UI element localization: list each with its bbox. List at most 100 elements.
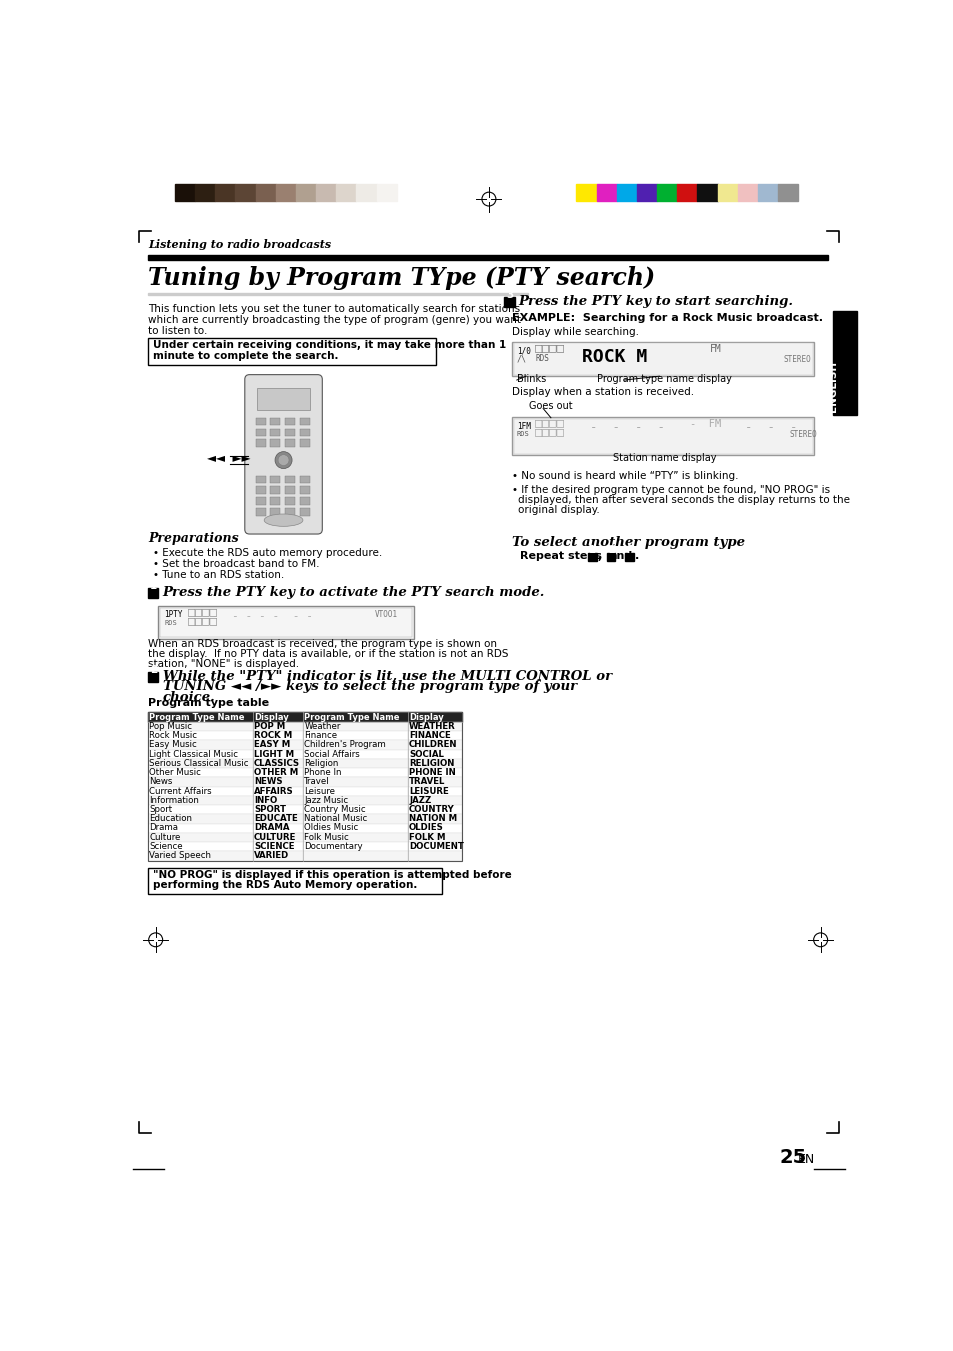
Text: "NO PROG" is displayed if this operation is attempted before: "NO PROG" is displayed if this operation…: [153, 870, 512, 881]
Bar: [158, 607, 414, 639]
Text: WEATHER: WEATHER: [409, 721, 456, 731]
Text: • Tune to an RDS station.: • Tune to an RDS station.: [153, 570, 284, 580]
Text: ROCK M: ROCK M: [253, 731, 292, 740]
Text: Tuning by Program TYpe (PTY search): Tuning by Program TYpe (PTY search): [148, 266, 655, 290]
Text: RELIGION: RELIGION: [409, 759, 454, 767]
Text: 1: 1: [150, 581, 157, 590]
Text: • Execute the RDS auto memory procedure.: • Execute the RDS auto memory procedure.: [153, 549, 382, 558]
Text: VARIED: VARIED: [253, 851, 289, 861]
Bar: [270, 428, 280, 436]
Bar: [512, 342, 814, 376]
Text: Program type name display: Program type name display: [597, 374, 732, 384]
Bar: [407, 777, 461, 786]
Bar: [253, 750, 303, 759]
Bar: [504, 297, 514, 307]
Text: Program type table: Program type table: [148, 697, 269, 708]
Bar: [285, 497, 294, 505]
Bar: [148, 832, 253, 842]
Bar: [299, 428, 310, 436]
Text: RDS: RDS: [164, 620, 176, 626]
Text: Religion: Religion: [304, 759, 338, 767]
Bar: [299, 508, 310, 516]
Text: Press the PTY key to start searching.: Press the PTY key to start searching.: [517, 295, 793, 308]
Text: Documentary: Documentary: [304, 842, 363, 851]
Text: -  -  -: - - -: [744, 422, 797, 434]
Bar: [148, 842, 253, 851]
Text: original display.: original display.: [517, 505, 599, 515]
Bar: [299, 486, 310, 494]
Text: Display when a station is received.: Display when a station is received.: [512, 386, 694, 397]
Bar: [576, 184, 596, 200]
Bar: [253, 786, 303, 796]
Text: 1: 1: [589, 546, 596, 555]
Text: SOCIAL: SOCIAL: [409, 750, 443, 758]
Bar: [255, 476, 266, 484]
Bar: [407, 740, 461, 750]
Text: COUNTRY: COUNTRY: [409, 805, 455, 815]
Text: Program Type Name: Program Type Name: [304, 712, 399, 721]
Bar: [778, 184, 798, 200]
Text: Easy Music: Easy Music: [150, 740, 197, 750]
Text: Sport: Sport: [150, 805, 172, 815]
Text: PHONE IN: PHONE IN: [409, 767, 456, 777]
Text: Children's Program: Children's Program: [304, 740, 386, 750]
Bar: [270, 486, 280, 494]
Text: ROCK M: ROCK M: [581, 349, 646, 366]
Text: .: .: [634, 551, 639, 562]
Text: EXAMPLE:  Searching for a Rock Music broadcast.: EXAMPLE: Searching for a Rock Music broa…: [512, 312, 822, 323]
Bar: [253, 759, 303, 769]
Bar: [253, 805, 303, 815]
Text: 3: 3: [626, 546, 633, 555]
Text: Serious Classical Music: Serious Classical Music: [150, 759, 249, 767]
Text: 1FM: 1FM: [517, 422, 530, 431]
Text: • Set the broadcast band to FM.: • Set the broadcast band to FM.: [153, 559, 319, 569]
Bar: [195, 184, 215, 200]
Text: ◄◄  ►►: ◄◄ ►►: [207, 453, 250, 466]
Bar: [303, 832, 407, 842]
Text: Station name display: Station name display: [612, 453, 716, 463]
Text: TRAVEL: TRAVEL: [409, 777, 445, 786]
Bar: [832, 311, 856, 415]
Text: • If the desired program type cannot be found, "NO PROG" is: • If the desired program type cannot be …: [512, 485, 829, 496]
Bar: [407, 851, 461, 861]
Text: STEREO: STEREO: [782, 355, 810, 365]
Bar: [148, 805, 253, 815]
Text: Under certain receiving conditions, it may take more than 1: Under certain receiving conditions, it m…: [153, 340, 506, 350]
Bar: [270, 497, 280, 505]
Text: Science: Science: [150, 842, 183, 851]
Text: 1PTY: 1PTY: [164, 611, 183, 619]
Bar: [303, 712, 407, 721]
Bar: [295, 184, 315, 200]
Bar: [303, 769, 407, 777]
Bar: [148, 815, 253, 824]
Text: NEWS: NEWS: [253, 777, 282, 786]
Text: Display while searching.: Display while searching.: [512, 327, 639, 336]
Text: POP M: POP M: [253, 721, 285, 731]
Bar: [407, 796, 461, 805]
Bar: [303, 740, 407, 750]
Bar: [356, 184, 376, 200]
Bar: [737, 184, 757, 200]
Text: □□□□: □□□□: [187, 615, 217, 627]
Bar: [255, 439, 266, 447]
Text: Information: Information: [150, 796, 199, 805]
Bar: [299, 497, 310, 505]
Bar: [697, 184, 717, 200]
Text: Country Music: Country Music: [304, 805, 366, 815]
Bar: [148, 293, 527, 295]
Bar: [315, 184, 335, 200]
Bar: [303, 786, 407, 796]
Bar: [303, 759, 407, 769]
Text: FM: FM: [709, 345, 720, 354]
Bar: [303, 851, 407, 861]
Text: EN: EN: [798, 1154, 815, 1166]
Text: DOCUMENT: DOCUMENT: [409, 842, 463, 851]
Bar: [255, 508, 266, 516]
Text: When an RDS broadcast is received, the program type is shown on: When an RDS broadcast is received, the p…: [148, 639, 497, 650]
Text: Finance: Finance: [304, 731, 337, 740]
Text: Culture: Culture: [150, 832, 181, 842]
Text: FOLK M: FOLK M: [409, 832, 445, 842]
Bar: [255, 184, 275, 200]
Bar: [587, 553, 596, 561]
Text: Display: Display: [409, 712, 443, 721]
